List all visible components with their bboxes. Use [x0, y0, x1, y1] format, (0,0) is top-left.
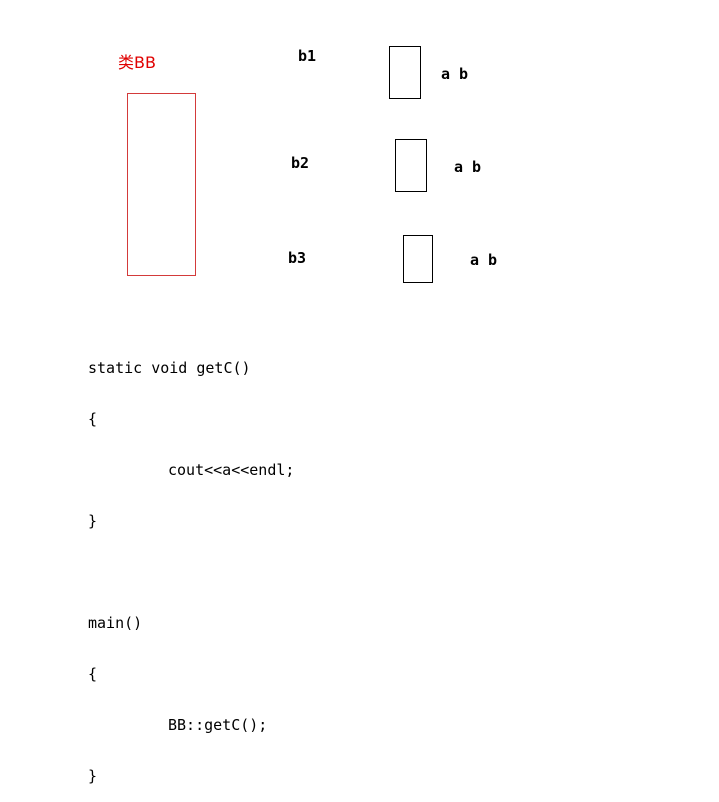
class-box	[127, 93, 196, 276]
object-box-b1	[389, 46, 421, 99]
code-line: {	[88, 665, 98, 683]
object-box-b3	[403, 235, 433, 283]
code-line: cout<<a<<endl;	[168, 461, 295, 479]
code-block: static void getC() { cout<<a<<endl; } ma…	[88, 326, 294, 802]
code-line: BB::getC();	[168, 716, 268, 734]
code-line: main()	[88, 614, 143, 632]
code-line: }	[88, 512, 98, 530]
object-members-b2: a b	[454, 158, 482, 176]
class-label: 类BB	[118, 53, 156, 72]
object-label-b2: b2	[291, 154, 310, 172]
code-line	[88, 564, 294, 581]
object-members-b3: a b	[470, 251, 498, 269]
object-members-b1: a b	[441, 65, 469, 83]
code-line: static void getC()	[88, 359, 251, 377]
object-box-b2	[395, 139, 427, 192]
object-label-b3: b3	[288, 249, 307, 267]
code-line: }	[88, 767, 98, 785]
object-label-b1: b1	[298, 47, 317, 65]
code-line: {	[88, 410, 98, 428]
